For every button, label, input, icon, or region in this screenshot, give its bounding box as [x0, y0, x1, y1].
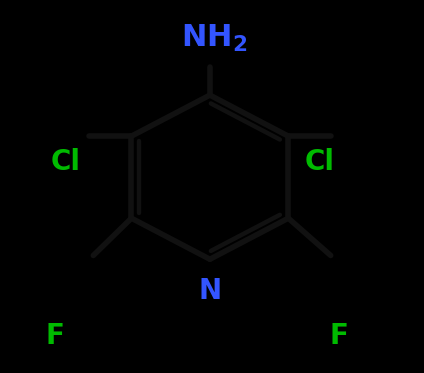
Text: Cl: Cl — [51, 148, 81, 176]
Text: $\mathregular{NH_2}$: $\mathregular{NH_2}$ — [181, 23, 247, 54]
Text: N: N — [198, 277, 221, 305]
Text: Cl: Cl — [305, 148, 335, 176]
Text: F: F — [330, 322, 349, 350]
Text: F: F — [46, 322, 64, 350]
